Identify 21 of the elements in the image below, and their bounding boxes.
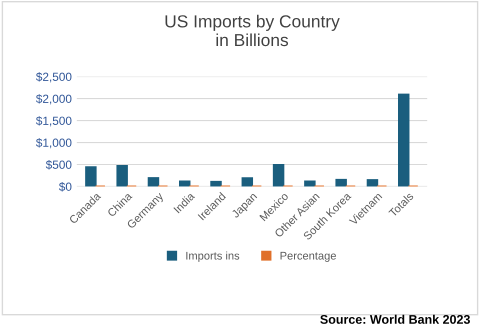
y-tick-label: $1,000: [36, 138, 72, 148]
y-tick-label: $2,000: [36, 94, 72, 104]
bar: [85, 166, 97, 186]
bar: [148, 177, 160, 186]
y-tick-label: $0: [58, 182, 72, 192]
legend-label: Percentage: [280, 252, 336, 262]
bar: [366, 179, 378, 186]
bar: [116, 164, 128, 186]
legend-label: Imports ins: [186, 251, 240, 262]
bar: [179, 180, 190, 186]
y-tick-label: $2,500: [36, 72, 72, 82]
bar: [242, 177, 254, 186]
y-tick-label: $1,500: [36, 116, 72, 126]
chart-title: US Imports by Country in Billions: [166, 14, 340, 46]
source-note: Source: World Bank 2023: [320, 314, 470, 324]
bar: [304, 180, 316, 186]
y-tick-label: $500: [46, 160, 72, 170]
bar: [335, 178, 347, 186]
bar: [398, 94, 410, 186]
bar: [272, 164, 284, 186]
bar: [210, 180, 222, 186]
